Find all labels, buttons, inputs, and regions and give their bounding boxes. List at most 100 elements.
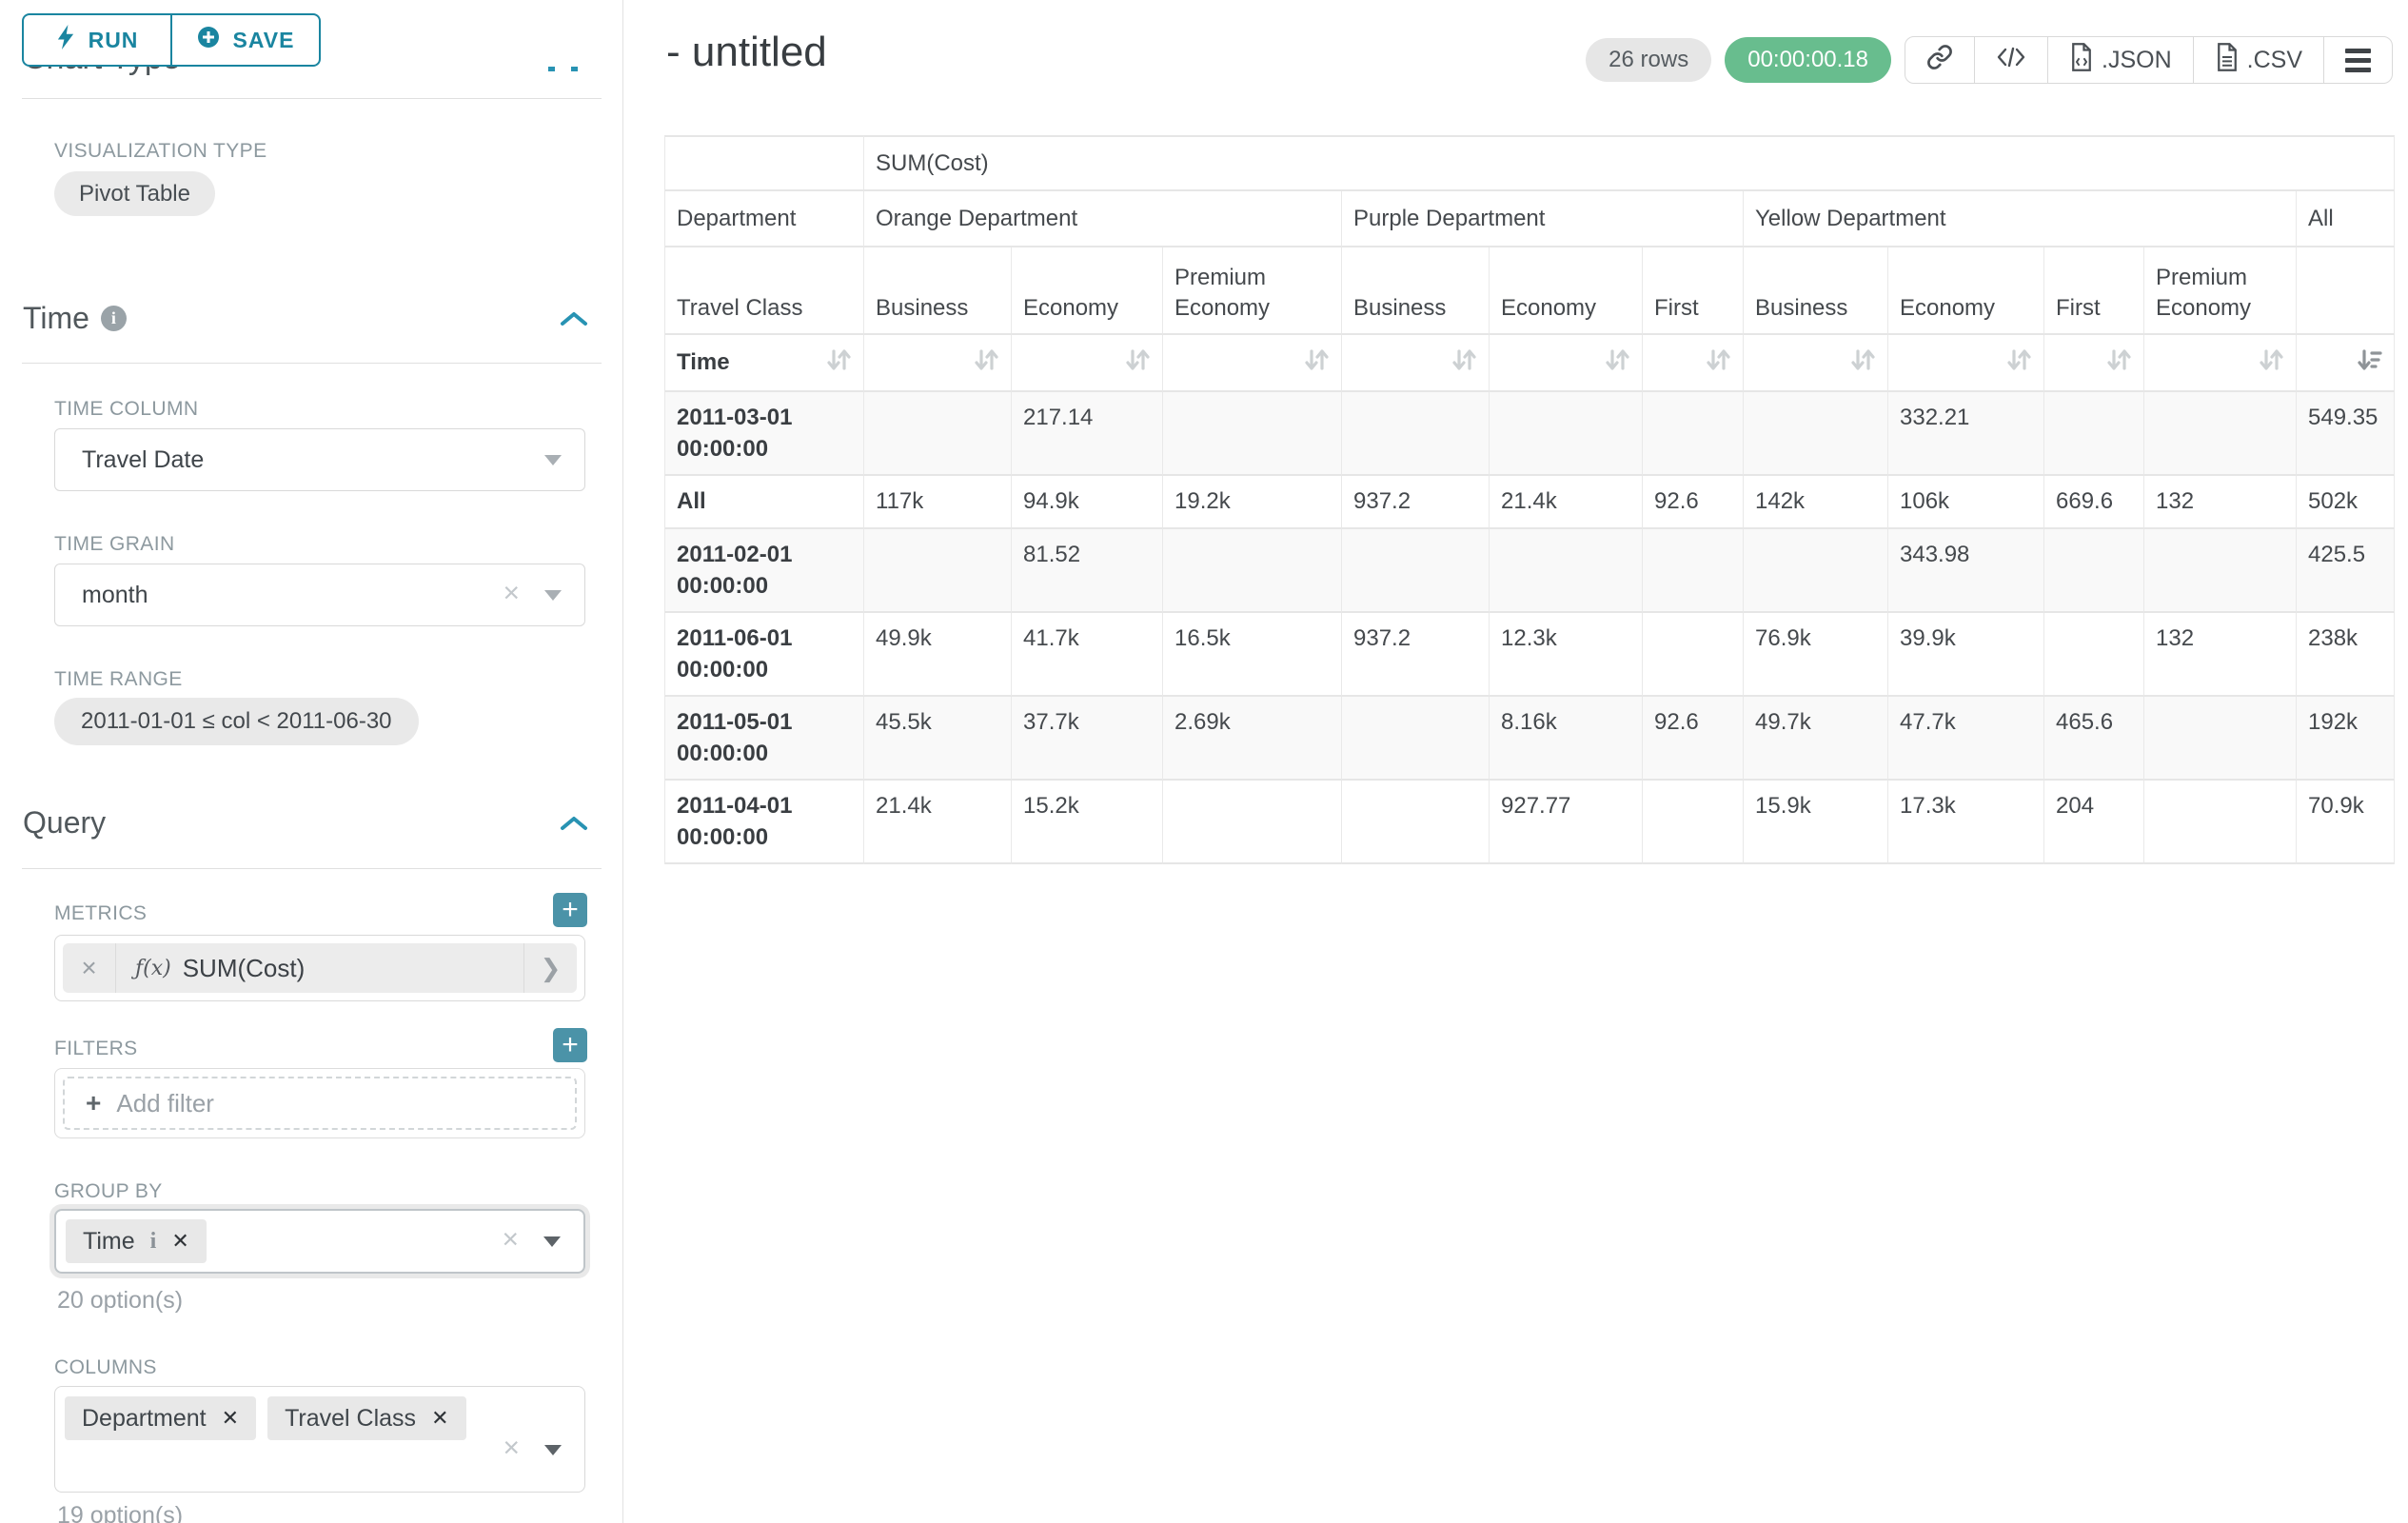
pivot-cell: 132: [2144, 613, 2297, 697]
pivot-cell: 21.4k: [864, 781, 1012, 864]
collapse-chevron-icon[interactable]: [560, 310, 588, 327]
pivot-cell: [864, 392, 1012, 476]
row-header: All: [664, 476, 864, 529]
pivot-cell: 49.9k: [864, 613, 1012, 697]
sort-cell[interactable]: [2044, 335, 2144, 392]
pivot-cell: 45.5k: [864, 697, 1012, 781]
department-group-header: Yellow Department: [1744, 191, 2297, 247]
pivot-cell: 549.35: [2297, 392, 2395, 476]
remove-metric-icon[interactable]: ×: [63, 943, 116, 993]
metric-pill[interactable]: × ƒ(x) SUM(Cost) ❯: [63, 943, 577, 993]
pivot-cell: 15.9k: [1744, 781, 1888, 864]
sort-desc-icon[interactable]: [2357, 346, 2382, 380]
columns-select[interactable]: Department ✕ Travel Class ✕ ×: [54, 1386, 585, 1493]
function-icon: ƒ(x): [135, 957, 171, 980]
group-by-options-note: 20 option(s): [57, 1287, 183, 1315]
add-metric-button[interactable]: +: [553, 893, 587, 927]
sort-icon[interactable]: [974, 346, 999, 380]
sort-cell[interactable]: [1012, 335, 1163, 392]
remove-pill-icon[interactable]: ✕: [431, 1406, 448, 1431]
pivot-cell: [864, 529, 1012, 613]
add-filter-dropzone[interactable]: + Add filter: [63, 1077, 577, 1130]
pivot-cell: 937.2: [1342, 476, 1490, 529]
table-row: All117k94.9k19.2k937.221.4k92.6142k106k6…: [664, 476, 2395, 529]
row-header: 2011-05-01 00:00:00: [664, 697, 864, 781]
sort-icon[interactable]: [2259, 346, 2284, 380]
group-by-select[interactable]: Time i ✕ ×: [54, 1209, 585, 1274]
add-filter-button[interactable]: +: [553, 1028, 587, 1062]
department-group-header: Orange Department: [864, 191, 1342, 247]
copy-link-button[interactable]: [1905, 37, 1975, 83]
pivot-cell: [2044, 529, 2144, 613]
pivot-cell: 12.3k: [1490, 613, 1643, 697]
sort-cell[interactable]: [1490, 335, 1643, 392]
travel-class-header: Economy: [1012, 247, 1163, 335]
sort-icon[interactable]: [1850, 346, 1876, 380]
run-button[interactable]: RUN: [22, 13, 171, 67]
pivot-cell: 425.5: [2297, 529, 2395, 613]
sort-cell[interactable]: [1163, 335, 1342, 392]
sort-icon[interactable]: [1605, 346, 1630, 380]
sort-icon[interactable]: [2106, 346, 2132, 380]
travel-class-header: Business: [864, 247, 1012, 335]
columns-label: COLUMNS: [54, 1356, 157, 1379]
sort-cell[interactable]: [1643, 335, 1744, 392]
sort-icon[interactable]: [826, 346, 852, 380]
pivot-cell: 238k: [2297, 613, 2395, 697]
plus-icon: +: [86, 1088, 101, 1118]
sort-cell[interactable]: [1744, 335, 1888, 392]
pivot-table: SUM(Cost) Department Orange Department P…: [664, 135, 2395, 864]
pivot-cell: 76.9k: [1744, 613, 1888, 697]
chevron-down-icon: [543, 1236, 561, 1247]
clear-icon[interactable]: ×: [503, 1433, 520, 1465]
sort-cell[interactable]: Time: [664, 335, 864, 392]
columns-options-note: 19 option(s): [57, 1502, 183, 1523]
sort-icon[interactable]: [1125, 346, 1151, 380]
clear-icon[interactable]: ×: [503, 578, 520, 610]
pivot-cell: [1490, 529, 1643, 613]
sort-cell[interactable]: [864, 335, 1012, 392]
explore-page: Chart Type RUN SAVE VISUALIZ: [0, 0, 2408, 1523]
sort-icon[interactable]: [2006, 346, 2032, 380]
pivot-cell: 92.6: [1643, 697, 1744, 781]
pivot-cell: [1342, 781, 1490, 864]
remove-pill-icon[interactable]: ✕: [171, 1229, 188, 1254]
metric-name: SUM(Cost): [183, 954, 306, 983]
clear-icon[interactable]: ×: [502, 1224, 519, 1256]
sort-cell[interactable]: [1342, 335, 1490, 392]
pivot-cell: 16.5k: [1163, 613, 1342, 697]
pivot-cell: 94.9k: [1012, 476, 1163, 529]
pivot-cell: 41.7k: [1012, 613, 1163, 697]
pivot-cell: 47.7k: [1888, 697, 2044, 781]
pivot-cell: 106k: [1888, 476, 2044, 529]
travel-class-header: Business: [1744, 247, 1888, 335]
collapse-chevron-icon[interactable]: [560, 815, 588, 832]
chart-title[interactable]: - untitled: [666, 29, 827, 76]
metrics-box: × ƒ(x) SUM(Cost) ❯: [54, 935, 585, 1001]
remove-pill-icon[interactable]: ✕: [222, 1406, 239, 1431]
time-grain-select[interactable]: month ×: [54, 564, 585, 626]
time-column-select[interactable]: Travel Date: [54, 428, 585, 491]
table-row: 2011-02-01 00:00:0081.52343.98425.5: [664, 529, 2395, 613]
viz-type-pill[interactable]: Pivot Table: [54, 171, 215, 216]
chevron-right-icon[interactable]: ❯: [523, 943, 577, 993]
travel-class-header: Economy: [1490, 247, 1643, 335]
sort-icon[interactable]: [1451, 346, 1477, 380]
pivot-cell: [2144, 392, 2297, 476]
export-csv-button[interactable]: .CSV: [2194, 37, 2324, 83]
save-button[interactable]: SAVE: [171, 13, 321, 67]
sort-cell[interactable]: [2297, 335, 2395, 392]
sort-icon[interactable]: [1706, 346, 1731, 380]
time-range-pill[interactable]: 2011-01-01 ≤ col < 2011-06-30: [54, 698, 419, 745]
sort-cell[interactable]: [1888, 335, 2044, 392]
view-query-button[interactable]: [1975, 37, 2048, 83]
table-row: 2011-06-01 00:00:0049.9k41.7k16.5k937.21…: [664, 613, 2395, 697]
pivot-cell: [1342, 392, 1490, 476]
chevron-clipped-dots: [548, 67, 555, 71]
pivot-cell: [1490, 392, 1643, 476]
sort-icon[interactable]: [1304, 346, 1330, 380]
sort-cell[interactable]: [2144, 335, 2297, 392]
menu-button[interactable]: [2324, 37, 2392, 83]
pivot-cell: 343.98: [1888, 529, 2044, 613]
export-json-button[interactable]: .JSON: [2048, 37, 2194, 83]
